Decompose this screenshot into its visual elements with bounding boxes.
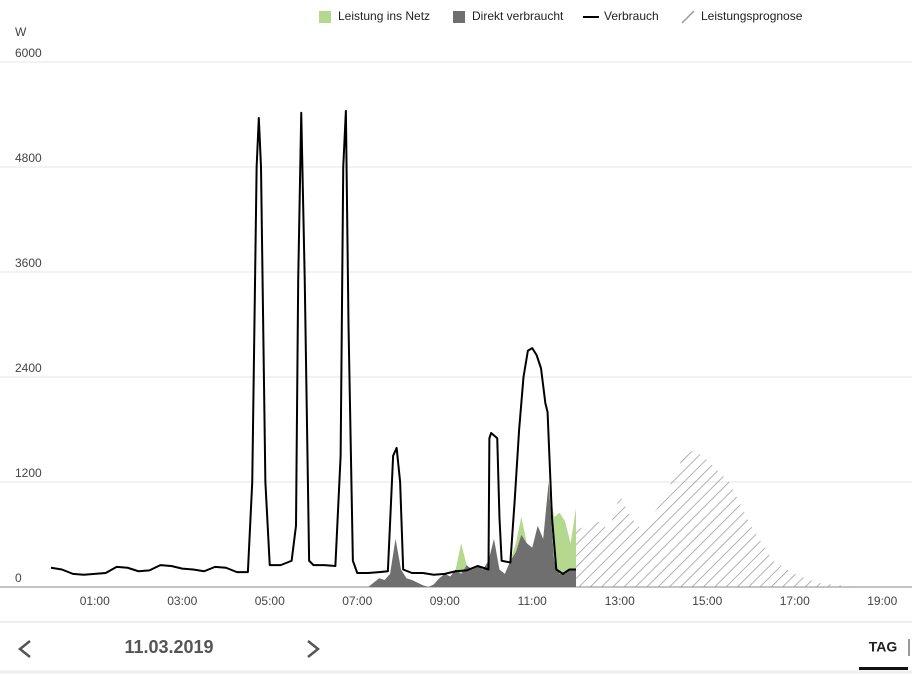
y-tick-label: 3600 xyxy=(15,256,42,270)
x-tick-label: 09:00 xyxy=(430,594,460,608)
forecast-area xyxy=(576,451,861,587)
legend-swatch xyxy=(319,11,331,23)
x-tick-label: 03:00 xyxy=(167,594,197,608)
x-tick-label: 05:00 xyxy=(255,594,285,608)
x-tick-label: 13:00 xyxy=(605,594,635,608)
legend-label: Leistung ins Netz xyxy=(338,9,430,23)
x-tick-label: 07:00 xyxy=(342,594,372,608)
date-label: 11.03.2019 xyxy=(124,637,213,657)
y-tick-label: 4800 xyxy=(15,151,42,165)
y-unit: W xyxy=(15,25,27,39)
legend-label: Verbrauch xyxy=(604,9,659,23)
x-tick-label: 19:00 xyxy=(867,594,897,608)
y-tick-label: 1200 xyxy=(15,466,42,480)
x-tick-label: 01:00 xyxy=(80,594,110,608)
consumption-line xyxy=(50,110,576,576)
legend-swatch xyxy=(681,10,695,24)
y-tick-label: 0 xyxy=(15,571,22,585)
next-arrow[interactable] xyxy=(307,640,321,658)
tab-tag[interactable]: TAG xyxy=(869,639,898,655)
x-tick-label: 15:00 xyxy=(692,594,722,608)
prev-arrow[interactable] xyxy=(17,640,31,658)
tab-underline xyxy=(859,667,908,670)
legend-label: Direkt verbraucht xyxy=(472,9,564,23)
power-area xyxy=(368,482,576,587)
legend: Leistung ins Netz Direkt verbraucht Verbra… xyxy=(319,9,803,24)
legend-swatch xyxy=(453,11,465,23)
legend-label: Leistungsprognose xyxy=(701,9,803,23)
x-tick-label: 11:00 xyxy=(518,594,547,608)
y-tick-label: 2400 xyxy=(15,361,42,375)
y-tick-label: 6000 xyxy=(15,46,42,60)
x-tick-label: 17:00 xyxy=(780,594,810,608)
plot xyxy=(0,61,912,588)
